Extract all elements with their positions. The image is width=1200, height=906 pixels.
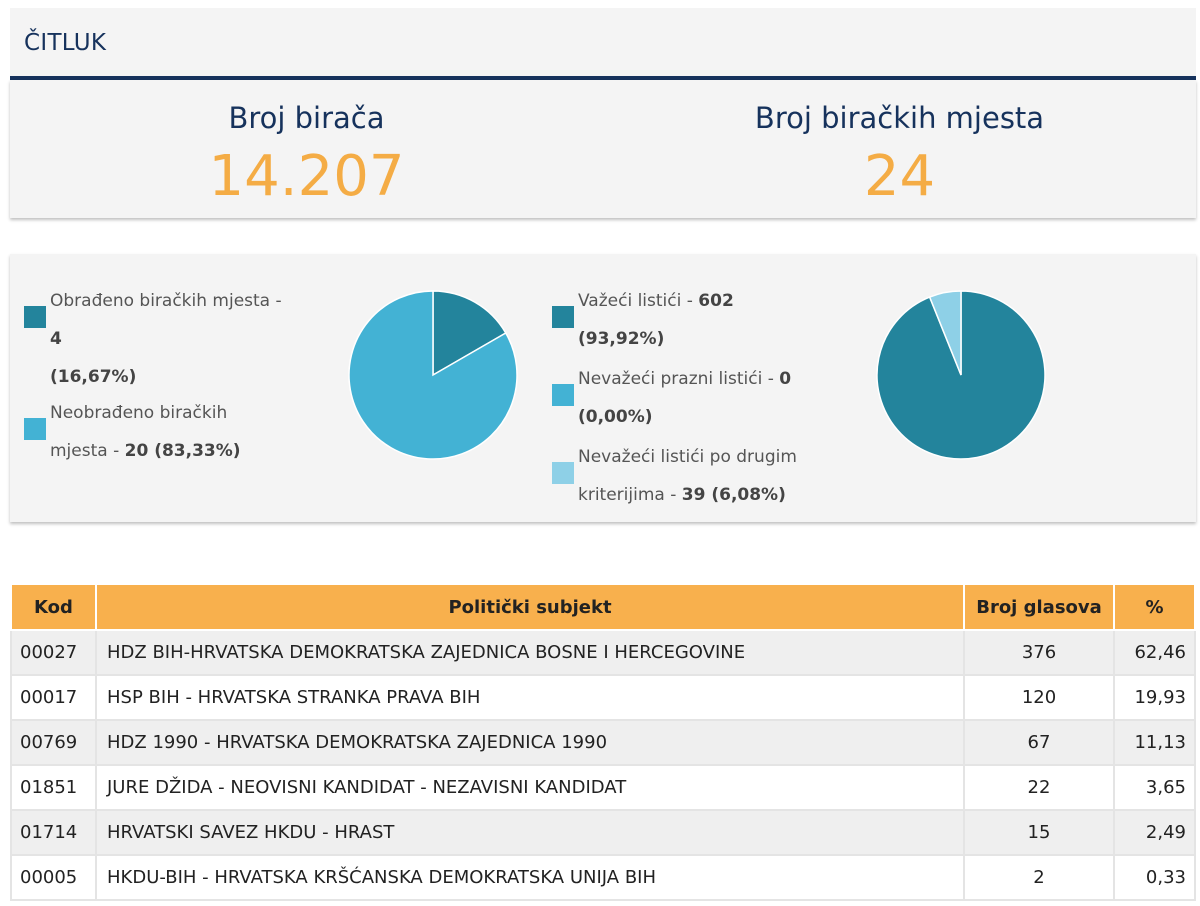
cell-kod: 00027: [10, 629, 97, 676]
col-glasovi[interactable]: Broj glasova: [963, 583, 1115, 631]
legend-item: Nevažeći listići po drugim kriterijima -…: [552, 438, 812, 518]
stations-legend: Obrađeno biračkih mjesta - 4 (16,67%) Neo…: [24, 284, 284, 474]
col-pct[interactable]: %: [1113, 583, 1196, 631]
cell-subjekt: JURE DŽIDA - NEOVISNI KANDIDAT - NEZAVIS…: [95, 764, 965, 811]
legend-item: Obrađeno biračkih mjesta - 4 (16,67%): [24, 282, 284, 396]
pie-slice-2[interactable]: [348, 290, 518, 460]
legend-value: 602: [698, 291, 734, 311]
legend-label: Neobrađeno biračkih mjesta -: [50, 403, 228, 461]
cell-kod: 00769: [10, 719, 97, 766]
cell-pct: 3,65: [1113, 764, 1196, 811]
legend-value: 0: [779, 369, 792, 389]
legend-text: Nevažeći listići po drugim kriterijima -…: [578, 438, 812, 514]
legend-label: Nevažeći listići po drugim kriterijima -: [578, 447, 797, 505]
legend-swatch: [552, 384, 574, 406]
cell-subjekt: HRVATSKI SAVEZ HKDU - HRAST: [95, 809, 965, 856]
col-kod[interactable]: Kod: [10, 583, 97, 631]
legend-item: Važeći listići - 602 (93,92%): [552, 282, 812, 362]
ballots-legend: Važeći listići - 602 (93,92%) Nevažeći pr…: [552, 284, 812, 518]
cell-glasovi: 376: [963, 629, 1115, 676]
municipality-header: ČITLUK: [10, 8, 1196, 80]
col-subjekt[interactable]: Politički subjekt: [95, 583, 965, 631]
pie-slice-3[interactable]: [928, 290, 962, 376]
stations-pie-chart: [348, 290, 518, 460]
legend-percent: (93,92%): [578, 329, 665, 349]
legend-label: Obrađeno biračkih mjesta -: [50, 291, 282, 311]
cell-glasovi: 67: [963, 719, 1115, 766]
legend-text: Neobrađeno biračkih mjesta - 20 (83,33%): [50, 394, 284, 470]
cell-subjekt: HDZ 1990 - HRVATSKA DEMOKRATSKA ZAJEDNIC…: [95, 719, 965, 766]
stations-value: 24: [863, 144, 936, 209]
legend-percent: (16,67%): [50, 367, 137, 387]
cell-pct: 11,13: [1113, 719, 1196, 766]
cell-kod: 01714: [10, 809, 97, 856]
stations-label: Broj biračkih mjesta: [754, 101, 1045, 135]
legend-item: Nevažeći prazni listići - 0 (0,00%): [552, 360, 812, 440]
legend-percent: (0,00%): [578, 407, 653, 427]
charts-panel: Obrađeno biračkih mjesta - 4 (16,67%) Neo…: [10, 254, 1196, 522]
legend-value: 39 (6,08%): [681, 485, 786, 505]
pie-slice-1[interactable]: [432, 290, 507, 377]
stats-panel: Broj birača 14.207 Broj biračkih mjesta …: [10, 80, 1196, 218]
results-table: Kod Politički subjekt Broj glasova % 000…: [10, 583, 1196, 901]
table-header-row: Kod Politički subjekt Broj glasova %: [10, 583, 1196, 631]
legend-label: Važeći listići -: [578, 291, 699, 311]
table-row: 00027 HDZ BIH-HRVATSKA DEMOKRATSKA ZAJEDN…: [10, 629, 1196, 676]
voters-value: 14.207: [208, 144, 405, 209]
legend-label: Nevažeći prazni listići -: [578, 369, 780, 389]
cell-subjekt: HDZ BIH-HRVATSKA DEMOKRATSKA ZAJEDNICA B…: [95, 629, 965, 676]
legend-value: 20 (83,33%): [124, 441, 241, 461]
cell-pct: 0,33: [1113, 854, 1196, 901]
cell-subjekt: HKDU-BIH - HRVATSKA KRŠĆANSKA DEMOKRATSK…: [95, 854, 965, 901]
legend-value: 4: [50, 329, 62, 349]
cell-glasovi: 15: [963, 809, 1115, 856]
legend-text: Nevažeći prazni listići - 0 (0,00%): [578, 360, 812, 436]
cell-kod: 00017: [10, 674, 97, 721]
ballots-pie-chart: [876, 290, 1046, 460]
voters-stat: Broj birača 14.207: [10, 80, 603, 208]
table-row: 00017 HSP BIH - HRVATSKA STRANKA PRAVA BI…: [10, 674, 1196, 721]
legend-swatch: [552, 306, 574, 328]
table-row: 01714 HRVATSKI SAVEZ HKDU - HRAST 15 2,49: [10, 809, 1196, 856]
cell-pct: 19,93: [1113, 674, 1196, 721]
legend-text: Važeći listići - 602 (93,92%): [578, 282, 812, 358]
cell-subjekt: HSP BIH - HRVATSKA STRANKA PRAVA BIH: [95, 674, 965, 721]
table-row: 00769 HDZ 1990 - HRVATSKA DEMOKRATSKA ZAJ…: [10, 719, 1196, 766]
table-row: 00005 HKDU-BIH - HRVATSKA KRŠĆANSKA DEMOK…: [10, 854, 1196, 901]
cell-pct: 62,46: [1113, 629, 1196, 676]
table-row: 01851 JURE DŽIDA - NEOVISNI KANDIDAT - NE…: [10, 764, 1196, 811]
voters-label: Broj birača: [228, 101, 385, 135]
legend-item: Neobrađeno biračkih mjesta - 20 (83,33%): [24, 394, 284, 474]
page-title: ČITLUK: [24, 30, 107, 56]
cell-glasovi: 22: [963, 764, 1115, 811]
cell-glasovi: 2: [963, 854, 1115, 901]
legend-swatch: [24, 306, 46, 328]
legend-swatch: [24, 418, 46, 440]
legend-text: Obrađeno biračkih mjesta - 4 (16,67%): [50, 282, 284, 396]
cell-glasovi: 120: [963, 674, 1115, 721]
legend-swatch: [552, 462, 574, 484]
cell-kod: 00005: [10, 854, 97, 901]
stations-stat: Broj biračkih mjesta 24: [603, 80, 1196, 208]
cell-pct: 2,49: [1113, 809, 1196, 856]
cell-kod: 01851: [10, 764, 97, 811]
